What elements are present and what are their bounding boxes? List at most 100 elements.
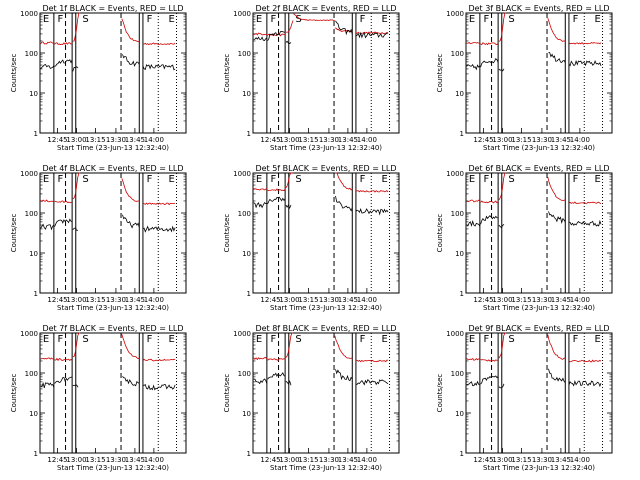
y-tick-label: 1 [247,290,251,298]
events-line [40,223,55,231]
x-tick-label: 13:00 [279,296,299,304]
events-line [335,369,353,382]
y-tick-label: 100 [25,370,38,378]
lld-line [72,12,81,42]
region-label: E [168,174,174,185]
y-tick-label: 1000 [20,330,38,338]
y-tick-label: 10 [29,410,38,418]
events-line [54,218,73,227]
x-tick-label: 13:45 [125,296,145,304]
lld-line [498,332,507,359]
y-tick-label: 100 [238,370,251,378]
y-tick-label: 1 [34,450,38,458]
events-line [466,63,481,71]
lld-line [568,201,602,204]
region-label: F [58,174,64,185]
x-axis-label: Start Time (23-Jun-13 12:32:40) [57,464,169,472]
lld-line [40,41,54,45]
panel-title: Det 1f BLACK = Events, RED = LLD [42,4,183,13]
y-tick-label: 10 [29,250,38,258]
x-tick-label: 14:00 [357,136,377,144]
panel-2: Det 2f BLACK = Events, RED = LLD 1 10 100 10… [223,4,400,152]
panel-4: Det 4f BLACK = Events, RED = LLD 1 10 100 10… [10,164,187,312]
x-tick-label: 13:30 [106,136,126,144]
region-label: S [508,14,514,25]
lld-line [54,42,73,46]
region-label: F [360,14,366,25]
x-tick-label: 13:45 [551,296,571,304]
events-line [498,383,505,389]
region-label: F [271,174,277,185]
x-tick-label: 12:45 [473,136,493,144]
region-label: F [573,14,579,25]
events-line [355,31,389,39]
x-axis-label: Start Time (23-Jun-13 12:32:40) [483,304,595,312]
lld-line [267,33,286,37]
x-tick-label: 13:45 [551,456,571,464]
x-tick-label: 14:00 [570,296,590,304]
x-tick-label: 14:00 [357,456,377,464]
panel-title: Det 5f BLACK = Events, RED = LLD [255,164,396,173]
x-tick-label: 13:30 [106,456,126,464]
y-tick-label: 100 [25,210,38,218]
events-line [355,379,389,386]
y-tick-label: 100 [451,370,464,378]
lld-line [355,189,389,193]
region-label: F [360,174,366,185]
lld-line [568,359,602,363]
y-tick-label: 100 [238,50,251,58]
region-label: S [295,14,301,25]
x-tick-label: 12:45 [473,456,493,464]
region-label: F [484,334,490,345]
region-label: F [147,174,153,185]
y-tick-label: 1 [247,130,251,138]
x-tick-label: 13:00 [279,136,299,144]
x-tick-label: 13:00 [492,456,512,464]
lld-line [498,172,507,201]
x-axis-label: Start Time (23-Jun-13 12:32:40) [270,144,382,152]
panel-title: Det 2f BLACK = Events, RED = LLD [255,4,396,13]
y-tick-label: 10 [29,90,38,98]
events-line [335,195,353,212]
events-line [253,36,268,41]
x-tick-label: 13:15 [298,456,318,464]
plot-frame [39,172,187,294]
events-line [548,368,566,384]
region-label: F [147,14,153,25]
y-tick-label: 1 [34,290,38,298]
y-tick-label: 10 [242,250,251,258]
panel-title: Det 9f BLACK = Events, RED = LLD [468,324,609,333]
y-tick-label: 1 [460,290,464,298]
x-tick-label: 13:15 [85,136,105,144]
lld-line [292,12,335,22]
x-axis-label: Start Time (23-Jun-13 12:32:40) [57,144,169,152]
events-line [548,51,566,63]
lld-line [466,199,481,203]
x-tick-label: 13:15 [298,136,318,144]
region-label: F [271,334,277,345]
events-line [480,58,499,68]
y-axis-label: Counts/sec [436,214,444,253]
x-tick-label: 13:45 [338,136,358,144]
lld-line [54,357,73,362]
region-label: F [58,334,64,345]
x-tick-label: 13:45 [338,296,358,304]
region-label: S [82,174,88,185]
lld-line [253,32,267,36]
events-line [285,204,292,209]
x-tick-label: 13:00 [66,456,86,464]
region-label: F [484,14,490,25]
x-tick-label: 13:30 [106,296,126,304]
y-tick-label: 10 [242,410,251,418]
lld-line [498,12,507,42]
lld-line [142,358,176,362]
lld-line [568,42,602,45]
y-tick-label: 1000 [233,10,251,18]
panel-title: Det 3f BLACK = Events, RED = LLD [468,4,609,13]
y-tick-label: 1 [460,450,464,458]
lld-line [40,357,54,360]
panel-9: Det 9f BLACK = Events, RED = LLD 1 10 100 10… [436,324,613,472]
lld-line [334,335,353,359]
events-line [466,380,480,387]
